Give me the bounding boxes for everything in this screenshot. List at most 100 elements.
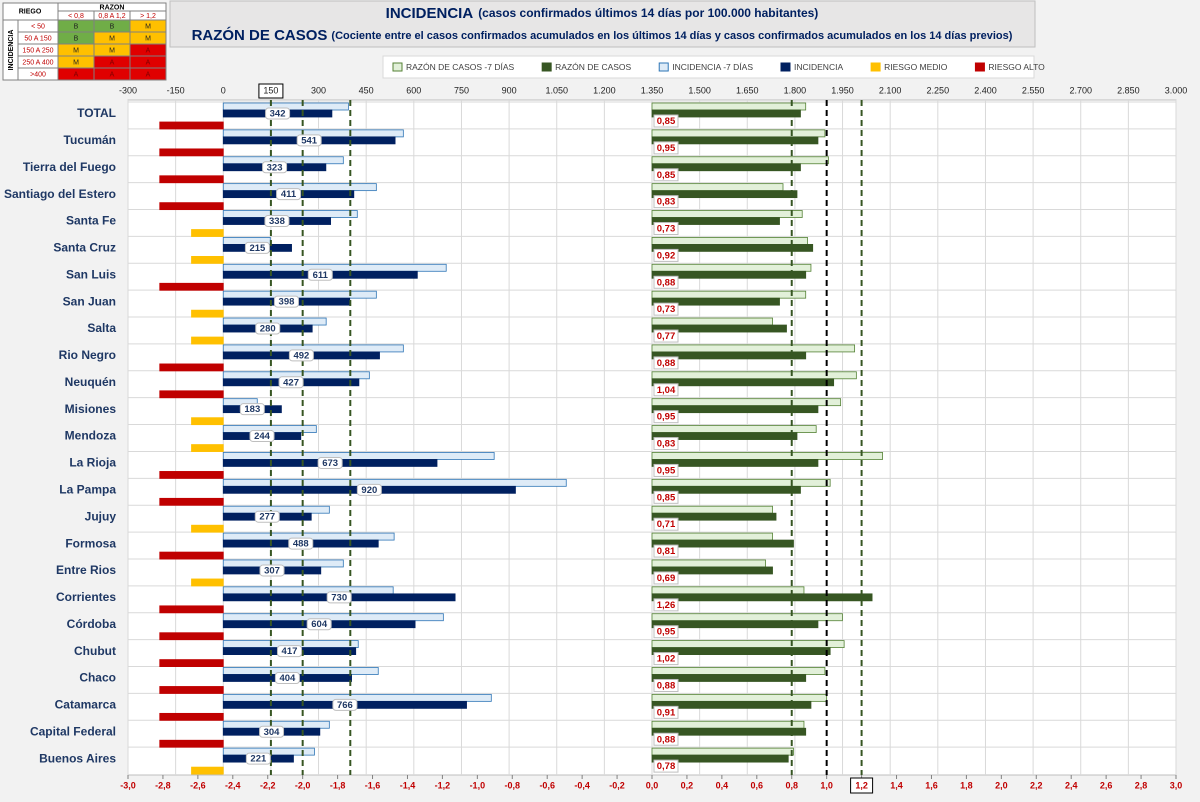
bar <box>159 390 224 399</box>
x-tick-label: 450 <box>359 85 374 95</box>
bar <box>191 255 224 264</box>
data-label: 0,88 <box>657 734 676 745</box>
data-label: 417 <box>282 646 298 657</box>
bar <box>651 620 819 629</box>
data-label: 0,73 <box>657 224 676 235</box>
data-label: 0,78 <box>657 761 676 772</box>
label-box <box>255 322 281 335</box>
table-header: RAZON <box>100 4 125 11</box>
x2-tick-label: -1,0 <box>470 780 486 790</box>
data-label: 323 <box>267 162 283 173</box>
bar <box>651 566 773 575</box>
bar <box>651 243 814 252</box>
x-tick-label: -300 <box>119 85 137 95</box>
chart-subtitle: RAZÓN DE CASOS (Cociente entre el casos c… <box>192 26 1013 44</box>
bar <box>159 686 224 694</box>
x-tick-label: 150 <box>263 85 278 95</box>
y-tick-label: Santa Cruz <box>53 241 116 255</box>
bar <box>159 148 224 157</box>
x-tick-label: 2.850 <box>1117 85 1140 95</box>
label-box <box>653 678 679 692</box>
bar <box>651 667 826 675</box>
table-cell <box>129 67 167 81</box>
table-value: B <box>74 35 79 42</box>
table-header: RIEGO <box>19 8 42 15</box>
x2-tick-label: 2,4 <box>1065 780 1078 790</box>
label-box <box>653 705 679 719</box>
y-tick-label: Salta <box>87 321 116 335</box>
x-tick-label: 1.650 <box>736 85 759 95</box>
label-box <box>249 430 275 443</box>
x-tick-label: 2.250 <box>927 85 950 95</box>
y-tick-label: Rio Negro <box>59 348 116 362</box>
label-box <box>245 752 271 765</box>
bar <box>651 156 829 165</box>
bar <box>222 478 567 487</box>
legend-swatch <box>870 62 881 72</box>
table-value: A <box>110 71 115 78</box>
data-label: 215 <box>249 243 266 254</box>
x-tick-label: 1.950 <box>831 85 854 95</box>
y-tick-label: Tierra del Fuego <box>23 160 116 174</box>
data-label: 0,77 <box>657 331 676 342</box>
bar <box>651 270 807 279</box>
bar <box>159 632 224 641</box>
data-label: 0,95 <box>657 412 676 423</box>
bar <box>651 640 845 648</box>
legend-box <box>382 55 1035 79</box>
x2-tick-label: -2,6 <box>190 780 206 790</box>
legend-swatch <box>392 62 403 72</box>
bar <box>222 210 358 218</box>
bar <box>159 121 224 130</box>
bar <box>651 700 812 709</box>
bar <box>222 452 495 460</box>
bar <box>159 497 224 506</box>
x-tick-label: 1.050 <box>545 85 568 95</box>
x2-tick-label: -3,0 <box>120 780 136 790</box>
table-value: M <box>109 35 115 42</box>
chart-title: INCIDENCIA (casos confirmados últimos 14 … <box>386 5 819 22</box>
bar <box>191 524 224 533</box>
table-value: M <box>73 47 79 54</box>
label-box <box>288 537 314 550</box>
data-label: 492 <box>293 350 309 361</box>
x2-tick-label: -0,2 <box>609 780 625 790</box>
data-label: 304 <box>264 727 281 738</box>
data-label: 280 <box>260 324 276 335</box>
y-tick-label: La Pampa <box>59 482 116 496</box>
bar <box>191 444 224 452</box>
y-tick-label: Misiones <box>65 402 117 416</box>
data-label: 244 <box>254 431 271 442</box>
label-box <box>653 329 679 343</box>
bar <box>159 202 224 211</box>
x-tick-label: -150 <box>167 85 185 95</box>
x2-tick-label: 2,0 <box>995 780 1008 790</box>
data-label: 541 <box>301 135 318 146</box>
label-box <box>653 437 679 451</box>
label-box <box>259 564 285 577</box>
label-box <box>262 161 288 174</box>
table-row: 150 A 250 <box>22 47 53 54</box>
bar <box>222 667 379 675</box>
label-box <box>653 625 679 639</box>
bar <box>651 210 803 218</box>
bar <box>651 459 819 467</box>
data-label: 1,04 <box>657 385 676 396</box>
data-label: 411 <box>281 189 297 200</box>
x2-tick-label: -1,2 <box>435 780 451 790</box>
label-box <box>653 356 679 370</box>
x2-tick-label: -1,8 <box>330 780 346 790</box>
x2-tick-label: 1,8 <box>960 780 973 790</box>
label-box <box>653 383 679 397</box>
x-tick-label: 1.200 <box>593 85 616 95</box>
label-box <box>264 215 290 228</box>
label-box <box>653 571 679 585</box>
x-tick-label: 1.500 <box>688 85 711 95</box>
data-label: 0,88 <box>657 277 676 288</box>
label-box <box>239 403 265 416</box>
x-tick-label: 3.000 <box>1165 85 1188 95</box>
label-box <box>274 671 300 684</box>
bar <box>191 766 224 775</box>
bar <box>222 613 444 622</box>
y-tick-label: San Juan <box>63 294 116 308</box>
